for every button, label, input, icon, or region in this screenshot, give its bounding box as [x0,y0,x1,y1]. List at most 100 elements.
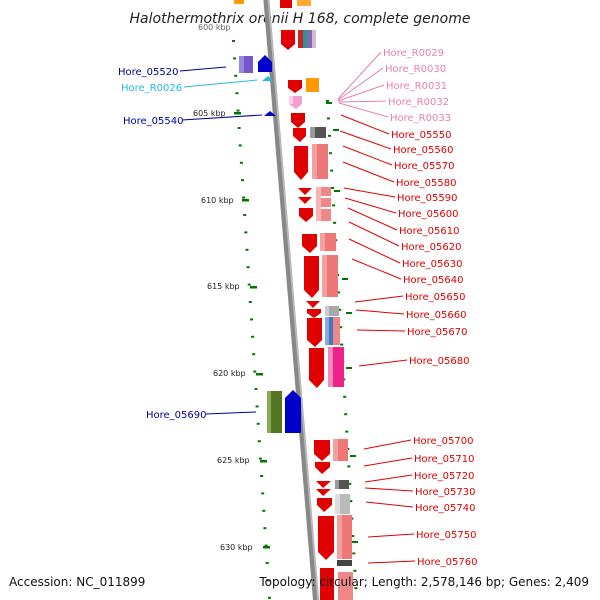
features [239,30,353,600]
grid-dot [254,388,258,390]
grid-dot [253,370,257,373]
gene-label-hore-05730[interactable]: Hore_05730 [415,487,476,498]
grid-dot [252,353,256,356]
gene-label-hore-05720[interactable]: Hore_05720 [414,471,475,482]
tick-mark [234,112,241,115]
rna-label-hore-r0031[interactable]: Hore_R0031 [386,81,447,92]
gene-label-hore-05740[interactable]: Hore_05740 [415,503,476,514]
tick-label-615: 615 kbp [207,282,240,291]
grid-dot [250,318,253,321]
grid-dot [349,500,353,503]
connector-line [342,161,395,183]
gene-label-hore-05670[interactable]: Hore_05670 [407,327,468,338]
gene-arrow [309,348,324,388]
gene-label-hore-05610[interactable]: Hore_05610 [399,226,460,237]
rna-label-hore-r0032[interactable]: Hore_R0032 [388,97,449,108]
grid-dot [345,430,349,433]
grid-dot [260,475,264,477]
connector-line [356,329,406,332]
gene-label-hore-05760[interactable]: Hore_05760 [417,557,478,568]
gene-label-hore-05700[interactable]: Hore_05700 [413,436,474,447]
grid-dot [263,527,267,530]
grid-dot [343,395,347,398]
left-label-hore-05540[interactable]: Hore_05540 [123,116,184,127]
gene-label-hore-05600[interactable]: Hore_05600 [398,209,459,220]
left-label-hore-r0026[interactable]: Hore_R0026 [121,83,182,94]
gene-arrow [306,301,320,308]
grid-dot [258,457,262,460]
gene-arrow [281,30,295,50]
connector-line [348,238,401,264]
grid-dot [347,465,351,468]
connector-line [337,67,384,101]
grid-dot [238,144,242,147]
gene-arrow [294,146,308,180]
rna-label-hore-r0030[interactable]: Hore_R0030 [385,64,446,75]
gene-label-hore-05650[interactable]: Hore_05650 [405,292,466,303]
connector-line [364,474,413,483]
grid-dot [337,291,341,294]
grid-mark [334,190,340,192]
connector-line [338,100,387,103]
grid-dot [353,569,357,572]
gene-label-hore-05750[interactable]: Hore_05750 [416,530,477,541]
map-title: Halothermothrix orenii H 168, complete g… [130,11,471,27]
tick-mark [260,460,267,463]
gene-label-hore-05580[interactable]: Hore_05580 [396,178,457,189]
label-connectors [179,51,416,564]
grid-dot [264,544,268,547]
gene-arrow [318,516,334,560]
grid-dot [232,40,235,42]
connector-line [181,114,263,121]
grid-dot [265,562,269,564]
grid-dot [244,231,248,234]
grid-dot [233,57,237,60]
gene-labels: Hore_05520 Hore_R0026 Hore_05540 Hore_05… [118,48,478,568]
connector-line [367,533,415,538]
grid-dot [251,335,255,338]
grid-mark [346,312,352,314]
grid-dot [327,117,330,120]
gene-label-hore-05710[interactable]: Hore_05710 [414,454,475,465]
connector-line [337,51,382,100]
rna-label-hore-r0033[interactable]: Hore_R0033 [390,113,451,124]
grid-dot [339,326,343,329]
gene-arrow [316,489,331,496]
gene-label-hore-05550[interactable]: Hore_05550 [391,130,452,141]
gene-label-hore-05660[interactable]: Hore_05660 [406,310,467,321]
grid-dot [235,92,239,95]
tick-label-605: 605 kbp [193,109,226,118]
gene-label-hore-05590[interactable]: Hore_05590 [397,193,458,204]
grid-dot [330,169,334,172]
gene-label-hore-05680[interactable]: Hore_05680 [409,356,470,367]
grid-dot [242,196,246,199]
tick-mark [263,546,270,549]
connector-line [338,102,389,118]
connector-line [358,359,408,367]
rna-label-hore-r0029[interactable]: Hore_R0029 [383,48,444,59]
grid-dot [261,492,265,495]
gene-arrow-hore-05540 [264,111,276,116]
grid-dot [234,74,238,77]
topology-text: Topology: circular; Length: 2,578,146 bp… [258,575,589,589]
gene-label-hore-05620[interactable]: Hore_05620 [401,242,462,253]
gene-label-hore-05560[interactable]: Hore_05560 [393,145,454,156]
top-partial-features: 600 kbp [198,0,311,32]
genome-backbone [263,0,319,600]
gene-label-hore-05630[interactable]: Hore_05630 [402,259,463,270]
gene-arrow [314,440,330,461]
gene-arrow [298,188,312,195]
connector-line [343,187,396,198]
tick-mark [256,373,263,376]
grid-dot [243,214,247,216]
left-label-hore-05520[interactable]: Hore_05520 [118,67,179,78]
gene-label-hore-05640[interactable]: Hore_05640 [403,275,464,286]
tick-label-630: 630 kbp [220,543,253,552]
grid-mark [333,129,339,131]
gene-label-hore-05570[interactable]: Hore_05570 [394,161,455,172]
grid-dot [241,179,244,182]
gene-arrow [291,113,305,128]
grid-dot [351,535,355,537]
grid-dot [257,440,261,443]
left-label-hore-05690[interactable]: Hore_05690 [146,410,207,421]
